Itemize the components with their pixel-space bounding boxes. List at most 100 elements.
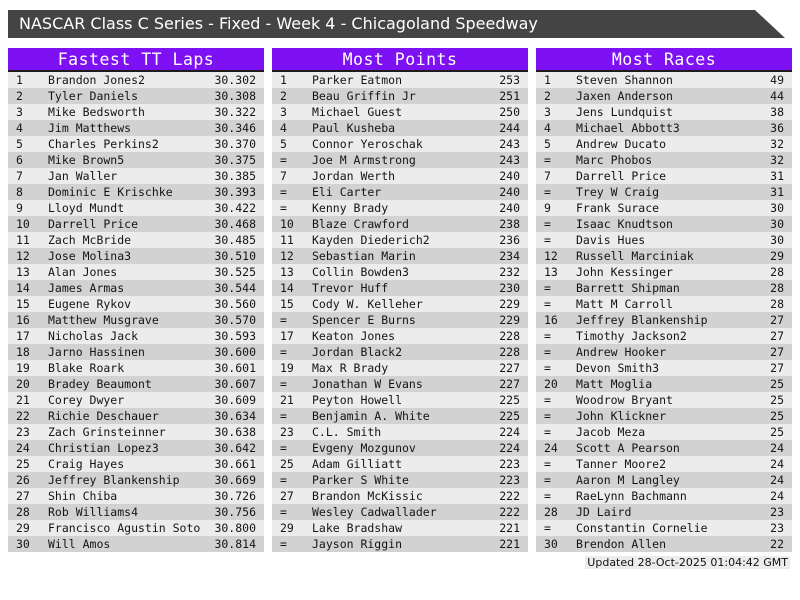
driver-name-cell: Will Amos — [48, 537, 111, 551]
value-cell: 30.510 — [214, 249, 256, 263]
board-title-fastest-tt-laps: Fastest TT Laps — [8, 48, 264, 72]
driver-name-cell: Brandon Jones2 — [48, 73, 145, 87]
board-title-most-points: Most Points — [272, 48, 528, 72]
rank-cell: 17 — [16, 329, 30, 343]
table-row: 7 Jordan Werth 240 — [272, 168, 528, 184]
driver-name-cell: Charles Perkins2 — [48, 137, 159, 151]
driver-name-cell: Andrew Ducato — [576, 137, 667, 151]
table-row: 3 Mike Bedsworth 30.322 — [8, 104, 264, 120]
table-row: 19 Max R Brady 227 — [272, 360, 528, 376]
value-cell: 27 — [770, 313, 784, 327]
table-row: = Spencer E Burns 229 — [272, 312, 528, 328]
value-cell: 29 — [770, 249, 784, 263]
table-row: 5 Andrew Ducato 32 — [536, 136, 792, 152]
driver-name-cell: Eli Carter — [312, 185, 382, 199]
value-cell: 23 — [770, 521, 784, 535]
table-row: = Parker S White 223 — [272, 472, 528, 488]
driver-name-cell: Russell Marciniak — [576, 249, 694, 263]
rank-cell: = — [544, 185, 551, 199]
driver-name-cell: Francisco Agustin Soto — [48, 521, 201, 535]
value-cell: 49 — [770, 73, 784, 87]
table-row: = Timothy Jackson2 27 — [536, 328, 792, 344]
value-cell: 30.593 — [214, 329, 256, 343]
table-row: = Jacob Meza 25 — [536, 424, 792, 440]
table-row: 8 Dominic E Krischke 30.393 — [8, 184, 264, 200]
value-cell: 30.525 — [214, 265, 256, 279]
rank-cell: 10 — [280, 217, 294, 231]
value-cell: 28 — [770, 281, 784, 295]
value-cell: 30.322 — [214, 105, 256, 119]
value-cell: 25 — [770, 393, 784, 407]
value-cell: 25 — [770, 425, 784, 439]
rank-cell: 12 — [280, 249, 294, 263]
value-cell: 30.661 — [214, 457, 256, 471]
value-cell: 32 — [770, 153, 784, 167]
table-row: 24 Scott A Pearson 24 — [536, 440, 792, 456]
rank-cell: 10 — [16, 217, 30, 231]
driver-name-cell: Spencer E Burns — [312, 313, 416, 327]
table-row: 30 Brendon Allen 22 — [536, 536, 792, 552]
board-most-points: Most Points 1 Parker Eatmon 253 2 Beau Griff… — [272, 48, 528, 552]
rank-cell: 7 — [280, 169, 287, 183]
driver-name-cell: Peyton Howell — [312, 393, 403, 407]
driver-name-cell: Jim Matthews — [48, 121, 132, 135]
rank-cell: 30 — [544, 537, 558, 551]
value-cell: 31 — [770, 169, 784, 183]
value-cell: 229 — [499, 297, 520, 311]
value-cell: 221 — [499, 521, 520, 535]
value-cell: 30.468 — [214, 217, 256, 231]
value-cell: 30.570 — [214, 313, 256, 327]
table-row: 1 Brandon Jones2 30.302 — [8, 72, 264, 88]
rank-cell: 4 — [280, 121, 287, 135]
driver-name-cell: Constantin Cornelie — [576, 521, 708, 535]
table-row: = Tanner Moore2 24 — [536, 456, 792, 472]
value-cell: 228 — [499, 345, 520, 359]
value-cell: 24 — [770, 441, 784, 455]
table-row: 27 Shin Chiba 30.726 — [8, 488, 264, 504]
board-title-most-races: Most Races — [536, 48, 792, 72]
rank-cell: 25 — [280, 457, 294, 471]
rank-cell: 27 — [280, 489, 294, 503]
rank-cell: 20 — [544, 377, 558, 391]
table-row: 17 Keaton Jones 228 — [272, 328, 528, 344]
table-row: 29 Lake Bradshaw 221 — [272, 520, 528, 536]
table-row: 16 Matthew Musgrave 30.570 — [8, 312, 264, 328]
value-cell: 228 — [499, 329, 520, 343]
driver-name-cell: Jaxen Anderson — [576, 89, 673, 103]
value-cell: 30.634 — [214, 409, 256, 423]
table-row: 2 Jaxen Anderson 44 — [536, 88, 792, 104]
value-cell: 23 — [770, 505, 784, 519]
value-cell: 30.601 — [214, 361, 256, 375]
rank-cell: 21 — [16, 393, 30, 407]
driver-name-cell: Shin Chiba — [48, 489, 118, 503]
rank-cell: = — [544, 361, 551, 375]
driver-name-cell: Paul Kusheba — [312, 121, 396, 135]
value-cell: 22 — [770, 537, 784, 551]
table-row: 30 Will Amos 30.814 — [8, 536, 264, 552]
driver-name-cell: Benjamin A. White — [312, 409, 430, 423]
rank-cell: 15 — [280, 297, 294, 311]
rank-cell: = — [280, 409, 287, 423]
rank-cell: 19 — [280, 361, 294, 375]
value-cell: 30.393 — [214, 185, 256, 199]
rank-cell: 2 — [280, 89, 287, 103]
rank-cell: 12 — [16, 249, 30, 263]
value-cell: 234 — [499, 249, 520, 263]
rank-cell: 14 — [280, 281, 294, 295]
rank-cell: 13 — [280, 265, 294, 279]
driver-name-cell: Michael Abbott3 — [576, 121, 680, 135]
driver-name-cell: Trevor Huff — [312, 281, 389, 295]
driver-name-cell: Kenny Brady — [312, 201, 389, 215]
driver-name-cell: Connor Yeroschak — [312, 137, 423, 151]
value-cell: 24 — [770, 457, 784, 471]
value-cell: 30.607 — [214, 377, 256, 391]
value-cell: 236 — [499, 233, 520, 247]
table-row: 2 Tyler Daniels 30.308 — [8, 88, 264, 104]
value-cell: 30.485 — [214, 233, 256, 247]
rank-cell: 30 — [16, 537, 30, 551]
value-cell: 222 — [499, 489, 520, 503]
rank-cell: = — [544, 217, 551, 231]
table-row: = Woodrow Bryant 25 — [536, 392, 792, 408]
driver-name-cell: Jacob Meza — [576, 425, 646, 439]
driver-name-cell: Matt M Carroll — [576, 297, 673, 311]
